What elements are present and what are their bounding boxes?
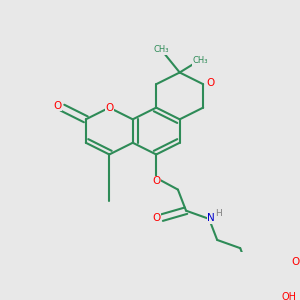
Text: O: O xyxy=(152,176,160,186)
Text: O: O xyxy=(153,213,161,223)
Text: O: O xyxy=(291,257,299,267)
Text: OH: OH xyxy=(281,292,296,300)
Text: CH₃: CH₃ xyxy=(193,56,208,65)
Text: H: H xyxy=(215,209,222,218)
Text: N: N xyxy=(207,213,215,223)
Text: CH₃: CH₃ xyxy=(153,45,169,54)
Text: O: O xyxy=(105,103,113,112)
Text: O: O xyxy=(207,77,215,88)
Text: O: O xyxy=(53,101,62,111)
